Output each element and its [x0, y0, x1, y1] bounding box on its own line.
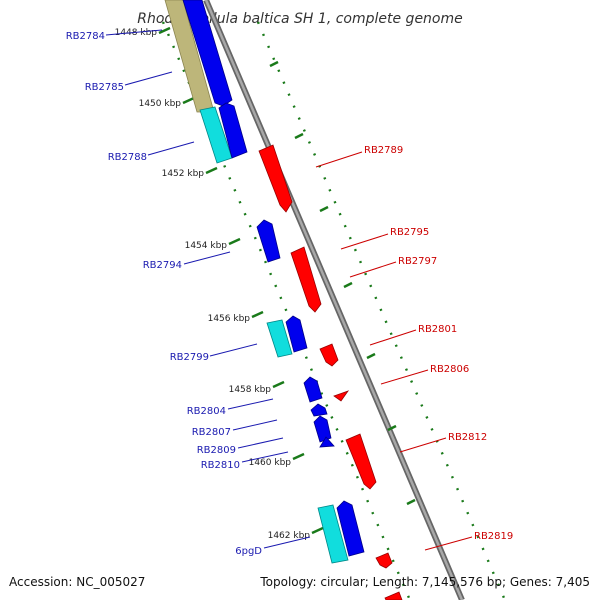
cyan-gene-rb2799a — [266, 319, 293, 358]
kbp-tick — [292, 452, 305, 461]
gene-label-rb2819: RB2819 — [474, 531, 513, 542]
outer-tick — [387, 424, 397, 432]
outer-tick — [294, 132, 304, 140]
outer-dotted-track — [256, 21, 507, 600]
leader-line — [227, 398, 274, 410]
gene-label-rb2801: RB2801 — [418, 324, 457, 335]
red-gene-rb2806 — [333, 390, 350, 402]
gene-label-rb2810: RB2810 — [201, 460, 240, 471]
blue-gene-6pgd-b — [336, 500, 365, 557]
outer-track-ticks — [269, 60, 416, 506]
gene-label-rb2804: RB2804 — [187, 406, 226, 417]
kbp-tick — [158, 26, 171, 35]
blue-gene-rb2785 — [182, 0, 233, 107]
kbp-tick — [311, 526, 324, 535]
outer-tick — [406, 498, 416, 506]
leader-line — [399, 437, 447, 453]
tick-label: 1460 kbp — [249, 458, 292, 468]
tick-label: 1454 kbp — [185, 241, 228, 251]
inner-dotted-track — [161, 21, 412, 600]
gene-label-rb2784: RB2784 — [66, 31, 105, 42]
outer-tick — [269, 60, 279, 68]
left-gene-labels: RB2784 RB2785 RB2788 RB2794 RB2799 RB280… — [66, 29, 311, 557]
blue-gene-rb2788b — [218, 102, 248, 159]
blue-gene-rb2794 — [256, 219, 281, 263]
tick-tracks — [161, 21, 507, 600]
gene-label-rb2797: RB2797 — [398, 256, 437, 267]
blue-gene-rb2810 — [319, 436, 335, 448]
leader-line — [424, 536, 473, 551]
leader-line — [315, 151, 363, 168]
kbp-tick — [272, 380, 285, 389]
tick-label: 1458 kbp — [229, 385, 272, 395]
red-gene-rb2797 — [290, 246, 322, 313]
backbone — [203, 0, 465, 600]
kbp-tick — [182, 96, 195, 105]
red-gene-rb2789 — [258, 144, 293, 213]
leader-line — [183, 251, 231, 265]
tick-label: 1448 kbp — [115, 28, 158, 38]
red-gene-rb2801 — [319, 343, 339, 367]
right-gene-labels: RB2789 RB2795 RB2797 RB2801 RB2806 RB281… — [315, 145, 513, 551]
kbp-ticks: 1448 kbp 1450 kbp 1452 kbp 1454 kbp 1456… — [115, 26, 324, 541]
gene-label-rb2794: RB2794 — [143, 260, 182, 271]
outer-tick — [343, 281, 353, 289]
cyan-gene-6pgd-a — [317, 504, 349, 564]
leader-line — [105, 29, 163, 36]
leader-line — [241, 451, 289, 463]
leader-line — [340, 233, 389, 250]
gene-label-rb2788: RB2788 — [108, 152, 147, 163]
gene-label-rb2807: RB2807 — [192, 427, 231, 438]
blue-gene-rb2807 — [310, 403, 328, 417]
leader-line — [124, 71, 173, 86]
accession-text: Accession: NC_005027 — [9, 575, 145, 589]
outer-tick — [366, 352, 376, 360]
blue-gene-rb2809 — [313, 415, 332, 443]
leader-line — [263, 536, 311, 549]
gene-label-rb2809: RB2809 — [197, 445, 236, 456]
leader-line — [232, 419, 278, 431]
gene-label-6pgd: 6pgD — [235, 546, 262, 557]
leader-line — [349, 261, 397, 278]
blue-gene-rb2804 — [303, 376, 323, 403]
kbp-tick — [228, 237, 241, 246]
left-strand-genes — [164, 0, 365, 564]
gene-label-rb2789: RB2789 — [364, 145, 403, 156]
gene-label-rb2795: RB2795 — [390, 227, 429, 238]
backbone-highlight — [204, 0, 464, 600]
topology-text: Topology: circular; Length: 7,145,576 bp… — [259, 575, 590, 589]
red-gene-rb2819 — [375, 552, 393, 569]
gene-label-rb2799: RB2799 — [170, 352, 209, 363]
outer-tick — [319, 205, 329, 213]
leader-line — [237, 437, 284, 449]
red-gene-rb2812 — [345, 433, 377, 490]
leader-line — [380, 369, 429, 385]
gene-label-rb2812: RB2812 — [448, 432, 487, 443]
tick-label: 1450 kbp — [139, 99, 182, 109]
tick-label: 1452 kbp — [162, 169, 205, 179]
tick-label: 1462 kbp — [268, 531, 311, 541]
kbp-tick — [251, 310, 264, 319]
leader-line — [147, 141, 195, 156]
gene-label-rb2806: RB2806 — [430, 364, 469, 375]
right-strand-genes — [258, 144, 403, 600]
gene-label-rb2785: RB2785 — [85, 82, 124, 93]
blue-gene-rb2799b — [285, 315, 308, 353]
tick-label: 1456 kbp — [208, 314, 251, 324]
kbp-tick — [205, 166, 218, 175]
leader-line — [369, 329, 417, 346]
red-gene-edge — [384, 591, 403, 600]
leader-line — [209, 343, 258, 357]
